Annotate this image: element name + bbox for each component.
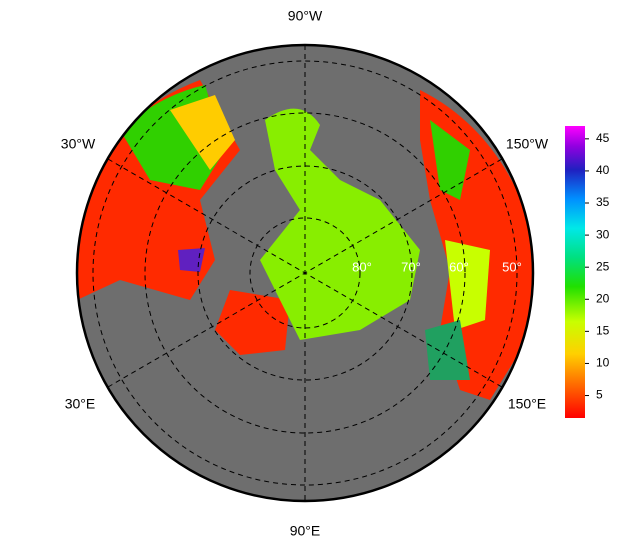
longitude-label: 30°W — [61, 136, 96, 152]
data-region — [425, 320, 470, 380]
graticule — [92, 45, 518, 501]
map-border — [75, 43, 535, 503]
colorbar-ticks: 5 10 15 20 25 30 35 40 45 — [585, 131, 610, 402]
colorbar-tick-label: 20 — [596, 291, 610, 305]
colorbar-tick-label: 35 — [596, 195, 610, 209]
longitude-label: 150°E — [508, 396, 546, 412]
colorbar-tick-label: 15 — [596, 324, 610, 338]
longitude-label: 90°W — [288, 8, 323, 24]
labels: 90°W 30°W 150°W 30°E 150°E 90°E 80° 70° 60° 50° — [61, 8, 549, 539]
data-region — [215, 290, 290, 355]
latitude-label: 60° — [449, 259, 469, 274]
longitude-label: 90°E — [290, 523, 321, 539]
colorbar-tick-label: 25 — [596, 259, 610, 273]
colorbar-tick-label: 40 — [596, 163, 610, 177]
longitude-label: 30°E — [65, 396, 96, 412]
latitude-label: 70° — [401, 259, 421, 274]
colorbar-tick-label: 10 — [596, 356, 610, 370]
latitude-label: 50° — [502, 259, 522, 274]
colorbar — [565, 126, 585, 418]
data-region — [445, 240, 490, 330]
longitude-label: 150°W — [506, 136, 549, 152]
data-region — [430, 120, 470, 200]
data-region — [170, 95, 235, 170]
colorbar-tick-label: 5 — [596, 388, 603, 402]
colorbar-tick-label: 30 — [596, 227, 610, 241]
colorbar-tick-label: 45 — [596, 131, 610, 145]
latitude-label: 80° — [352, 259, 372, 274]
